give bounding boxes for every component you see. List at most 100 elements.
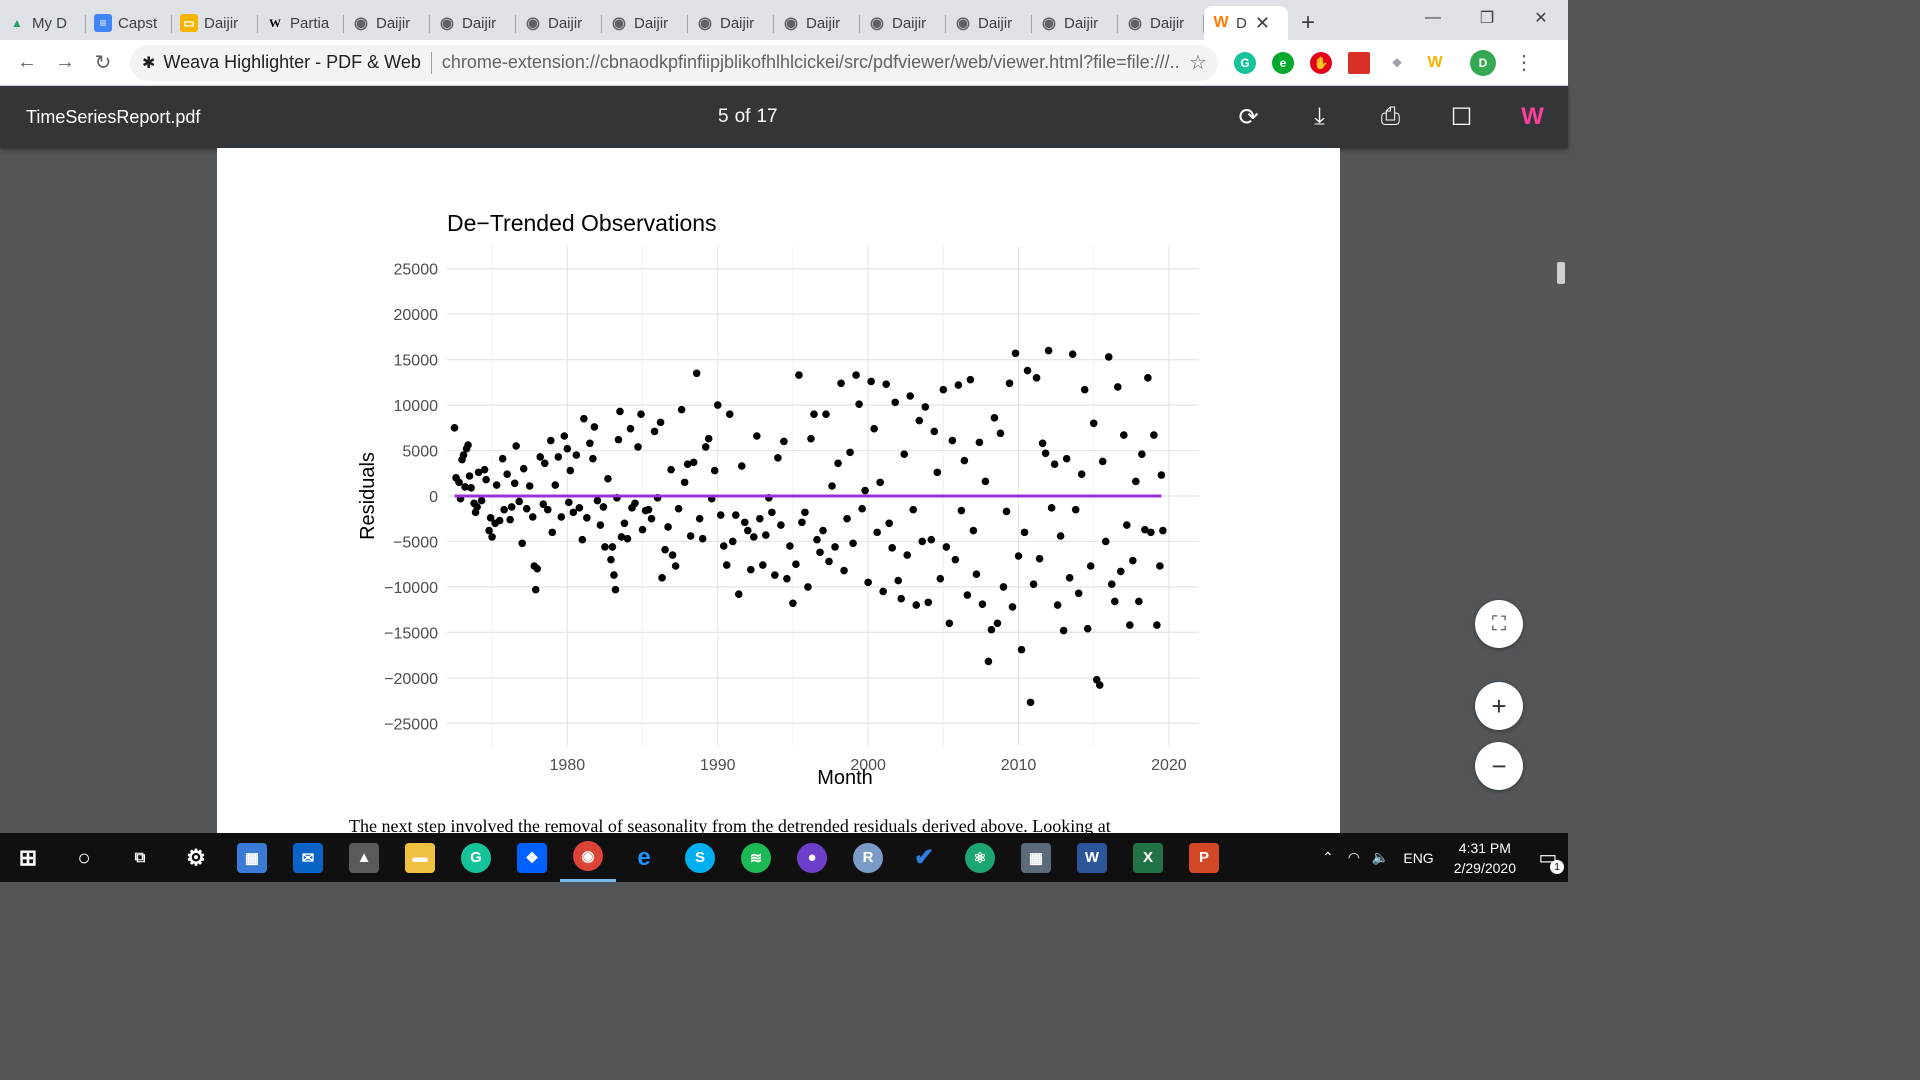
grammarly-app-icon[interactable]: G	[448, 833, 504, 882]
tab-separator	[343, 15, 344, 33]
zoom-out-button[interactable]: −	[1475, 742, 1523, 790]
data-point	[575, 504, 584, 512]
weava-toolbar-icon[interactable]: W	[1521, 103, 1544, 130]
data-point	[554, 453, 563, 461]
print-icon[interactable]: ⎙	[1380, 103, 1401, 130]
current-page[interactable]: 5	[718, 106, 729, 127]
evernote-icon[interactable]: e	[1272, 51, 1294, 74]
tab-5[interactable]: ◉ Daijir	[430, 6, 516, 40]
bookmark-icon[interactable]: ☐	[1450, 103, 1473, 131]
tab-separator	[515, 15, 516, 33]
back-icon[interactable]: ←	[17, 51, 37, 73]
tab-2[interactable]: ▭ Daijir	[172, 6, 258, 40]
window-close-icon[interactable]: ✕	[1534, 10, 1548, 27]
profile-avatar[interactable]: D	[1470, 49, 1496, 76]
powerpoint-icon[interactable]: P	[1176, 833, 1232, 882]
tabs-container: ▲ My D ≡ Capst ▭ Daijir W Partia ◉ Daijir ◉ Daijir ◉…	[0, 6, 1204, 40]
tab-separator	[945, 15, 946, 33]
tab-active[interactable]: W D ✕	[1204, 6, 1288, 40]
mail-icon[interactable]: ✉	[280, 833, 336, 882]
windows-start-icon[interactable]: ⊞	[18, 844, 38, 870]
settings-gear-icon[interactable]: ⚙	[186, 844, 206, 870]
data-point	[467, 484, 475, 492]
tab-7[interactable]: ◉ Daijir	[602, 6, 688, 40]
chrome-icon[interactable]: ◉	[560, 833, 616, 882]
data-point	[722, 561, 731, 569]
data-point	[1026, 698, 1035, 707]
tab-11[interactable]: ◉ Daijir	[946, 6, 1032, 40]
github-icon[interactable]: ●	[784, 833, 840, 882]
adblock-icon[interactable]: ✋	[1310, 51, 1332, 74]
clock[interactable]: 4:31 PM 2/29/2020	[1454, 838, 1516, 878]
task-view-icon[interactable]: ⧉	[134, 849, 146, 866]
volume-icon[interactable]: 🔈	[1371, 849, 1390, 865]
tab-10[interactable]: ◉ Daijir	[860, 6, 946, 40]
excel-icon[interactable]: X	[1120, 833, 1176, 882]
restore-icon[interactable]: ❐	[1479, 10, 1495, 27]
globe-icon: ◉	[1128, 15, 1142, 32]
data-point	[933, 468, 942, 477]
dropbox-app-icon[interactable]: ❖	[504, 833, 560, 882]
skype-icon[interactable]: S	[672, 833, 728, 882]
atom-icon[interactable]: ⚛	[952, 833, 1008, 882]
download-icon[interactable]: ⤓	[1314, 103, 1325, 130]
tab-6[interactable]: ◉ Daijir	[516, 6, 602, 40]
bookmark-star-icon[interactable]: ☆	[1189, 52, 1207, 74]
rotate-icon[interactable]: ⟳	[1238, 103, 1259, 131]
data-point	[966, 375, 975, 384]
chevron-up-icon[interactable]: ⌃	[1321, 849, 1334, 865]
dropbox-icon[interactable]: ❖	[1391, 55, 1403, 70]
todo-icon[interactable]: ✔	[913, 844, 935, 871]
tab-1[interactable]: ≡ Capst	[86, 6, 172, 40]
notification-icon[interactable]: ▭ 1	[1528, 833, 1568, 882]
data-point	[565, 498, 573, 507]
calendar-app-icon[interactable]: ▦	[1008, 833, 1064, 882]
tab-0[interactable]: ▲ My D	[0, 6, 86, 40]
language-indicator[interactable]: ENG	[1403, 849, 1434, 866]
red-book-icon[interactable]	[1348, 51, 1370, 74]
data-point	[1059, 626, 1068, 635]
close-tab-icon[interactable]: ✕	[1254, 12, 1270, 33]
google-drive-icon: ▲	[11, 16, 23, 30]
menu-icon[interactable]: ⋮	[1514, 52, 1534, 74]
zoom-in-button[interactable]: +	[1475, 682, 1523, 730]
fit-page-button[interactable]: ⛶	[1475, 600, 1523, 648]
data-point	[637, 410, 645, 418]
forward-icon[interactable]: →	[55, 51, 75, 73]
search-icon[interactable]: ○	[77, 844, 91, 870]
y-tick-label: 0	[429, 489, 438, 506]
pdf-filename: TimeSeriesReport.pdf	[26, 106, 201, 127]
tab-9[interactable]: ◉ Daijir	[774, 6, 860, 40]
photos-icon[interactable]: ▲	[336, 833, 392, 882]
weava-extension-icon[interactable]: W	[1427, 53, 1443, 71]
tab-13[interactable]: ◉ Daijir	[1118, 6, 1204, 40]
new-tab-button[interactable]: +	[1300, 9, 1315, 36]
wifi-icon[interactable]: ◠	[1347, 849, 1360, 865]
word-icon[interactable]: W	[1064, 833, 1120, 882]
data-point	[611, 585, 620, 594]
tab-12[interactable]: ◉ Daijir	[1032, 6, 1118, 40]
globe-icon: ◉	[526, 15, 540, 32]
data-point	[1074, 589, 1083, 598]
data-point	[716, 511, 725, 519]
scrollbar-thumb[interactable]	[1557, 262, 1565, 284]
tab-3[interactable]: W Partia	[258, 6, 344, 40]
minimize-icon[interactable]: —	[1425, 9, 1441, 26]
y-tick-label: −20000	[384, 671, 438, 688]
r-icon[interactable]: R	[840, 833, 896, 882]
data-point	[930, 427, 939, 436]
calculator-icon[interactable]: ▦	[224, 833, 280, 882]
grammarly-icon[interactable]: G	[1234, 51, 1256, 74]
spotify-icon[interactable]: ≋	[728, 833, 784, 882]
file-explorer-icon[interactable]: ▬	[392, 833, 448, 882]
data-point	[1035, 554, 1044, 563]
edge-icon[interactable]: e	[637, 843, 651, 871]
data-point	[1159, 526, 1167, 535]
data-point	[626, 424, 635, 433]
tab-8[interactable]: ◉ Daijir	[688, 6, 774, 40]
tab-4[interactable]: ◉ Daijir	[344, 6, 430, 40]
data-point	[500, 505, 508, 514]
address-bar[interactable]: ✱ Weava Highlighter - PDF & Web chrome-e…	[130, 44, 1218, 81]
tab-separator	[687, 15, 688, 33]
reload-icon[interactable]: ↻	[94, 52, 112, 74]
